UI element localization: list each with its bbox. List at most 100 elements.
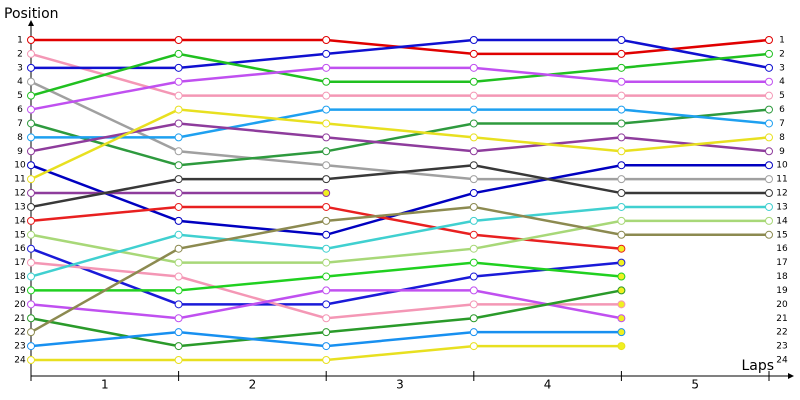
position-marker xyxy=(322,230,331,239)
y-tick-label-right: 2 xyxy=(779,49,785,59)
position-marker xyxy=(469,189,478,198)
position-marker xyxy=(469,244,478,253)
x-tick-label: 3 xyxy=(396,378,404,392)
position-marker xyxy=(617,202,626,211)
position-marker xyxy=(322,161,331,170)
y-tick-label-right: 7 xyxy=(779,119,785,129)
position-marker xyxy=(322,77,331,86)
position-marker xyxy=(27,77,35,86)
position-marker xyxy=(469,63,478,72)
y-tick-label: 20 xyxy=(14,300,26,310)
lap-line xyxy=(30,163,769,237)
position-marker xyxy=(469,77,478,86)
position-marker xyxy=(322,175,331,184)
position-marker xyxy=(617,272,626,281)
y-tick-label: 7 xyxy=(17,119,23,129)
position-marker xyxy=(27,49,35,58)
y-tick-label-right: 22 xyxy=(776,328,787,338)
position-marker xyxy=(765,202,773,211)
position-marker xyxy=(765,216,773,225)
position-marker xyxy=(469,258,478,267)
y-tick-label: 3 xyxy=(17,63,23,73)
position-marker xyxy=(469,202,478,211)
position-marker xyxy=(174,244,183,253)
y-tick-label-right: 21 xyxy=(776,314,787,324)
y-tick-label-right: 10 xyxy=(776,161,788,171)
y-tick-label-right: 20 xyxy=(776,300,788,310)
y-tick-label: 5 xyxy=(17,91,23,101)
y-tick-label-right: 17 xyxy=(776,258,787,268)
position-marker xyxy=(27,105,35,114)
position-marker xyxy=(27,314,35,323)
position-marker xyxy=(27,147,35,156)
x-tick-label: 2 xyxy=(249,378,257,392)
y-tick-label: 17 xyxy=(14,258,25,268)
y-tick-label: 8 xyxy=(17,133,23,143)
position-marker xyxy=(617,328,626,337)
y-tick-label: 23 xyxy=(14,342,25,352)
position-marker xyxy=(27,230,35,239)
position-marker xyxy=(617,314,626,323)
position-marker xyxy=(617,244,626,253)
x-axis-title: Laps xyxy=(741,358,774,374)
position-marker xyxy=(27,216,35,225)
position-marker xyxy=(617,161,626,170)
lap-line xyxy=(30,205,769,334)
lap-line xyxy=(30,122,770,153)
position-marker xyxy=(469,49,478,58)
position-marker xyxy=(27,175,35,184)
position-marker xyxy=(322,244,331,253)
position-marker xyxy=(174,328,183,337)
y-tick-label-right: 11 xyxy=(776,175,787,185)
position-marker xyxy=(27,272,35,281)
position-marker xyxy=(27,133,35,142)
y-tick-label-right: 5 xyxy=(779,91,785,101)
lap-line xyxy=(30,52,769,97)
position-marker xyxy=(617,49,626,58)
position-marker xyxy=(174,230,183,239)
y-tick-label: 21 xyxy=(14,314,25,324)
position-marker xyxy=(617,91,626,100)
position-marker xyxy=(617,36,626,44)
position-marker xyxy=(174,272,183,281)
position-marker xyxy=(322,119,331,128)
y-tick-label: 6 xyxy=(17,105,23,115)
position-marker xyxy=(617,258,626,267)
position-marker xyxy=(765,133,773,142)
position-marker xyxy=(765,49,773,58)
position-marker xyxy=(27,342,35,351)
position-marker xyxy=(617,300,626,309)
position-marker xyxy=(322,328,331,337)
y-tick-label: 16 xyxy=(14,244,26,254)
position-marker xyxy=(322,189,331,198)
position-marker xyxy=(322,147,331,156)
position-marker xyxy=(174,175,183,184)
position-marker xyxy=(174,105,183,114)
position-marker xyxy=(322,49,331,58)
y-tick-label-right: 12 xyxy=(776,189,787,199)
position-marker xyxy=(322,272,331,281)
position-marker xyxy=(174,63,183,72)
position-marker xyxy=(27,63,35,72)
position-marker xyxy=(617,230,626,239)
x-axis-arrow xyxy=(788,373,794,379)
position-marker xyxy=(469,175,478,184)
lap-line xyxy=(30,108,770,181)
position-marker xyxy=(174,161,183,170)
position-marker xyxy=(174,49,183,58)
position-marker xyxy=(174,36,183,44)
position-marker xyxy=(322,314,331,323)
position-marker xyxy=(765,189,773,198)
position-marker xyxy=(617,133,626,142)
y-tick-label: 4 xyxy=(17,77,23,87)
position-marker xyxy=(174,133,183,142)
position-marker xyxy=(469,161,478,170)
lap-line xyxy=(31,38,770,70)
position-marker xyxy=(617,175,626,184)
position-marker xyxy=(174,342,183,351)
position-marker xyxy=(469,230,478,239)
position-marker xyxy=(27,328,35,337)
position-marker xyxy=(322,300,331,309)
position-marker xyxy=(765,36,773,44)
